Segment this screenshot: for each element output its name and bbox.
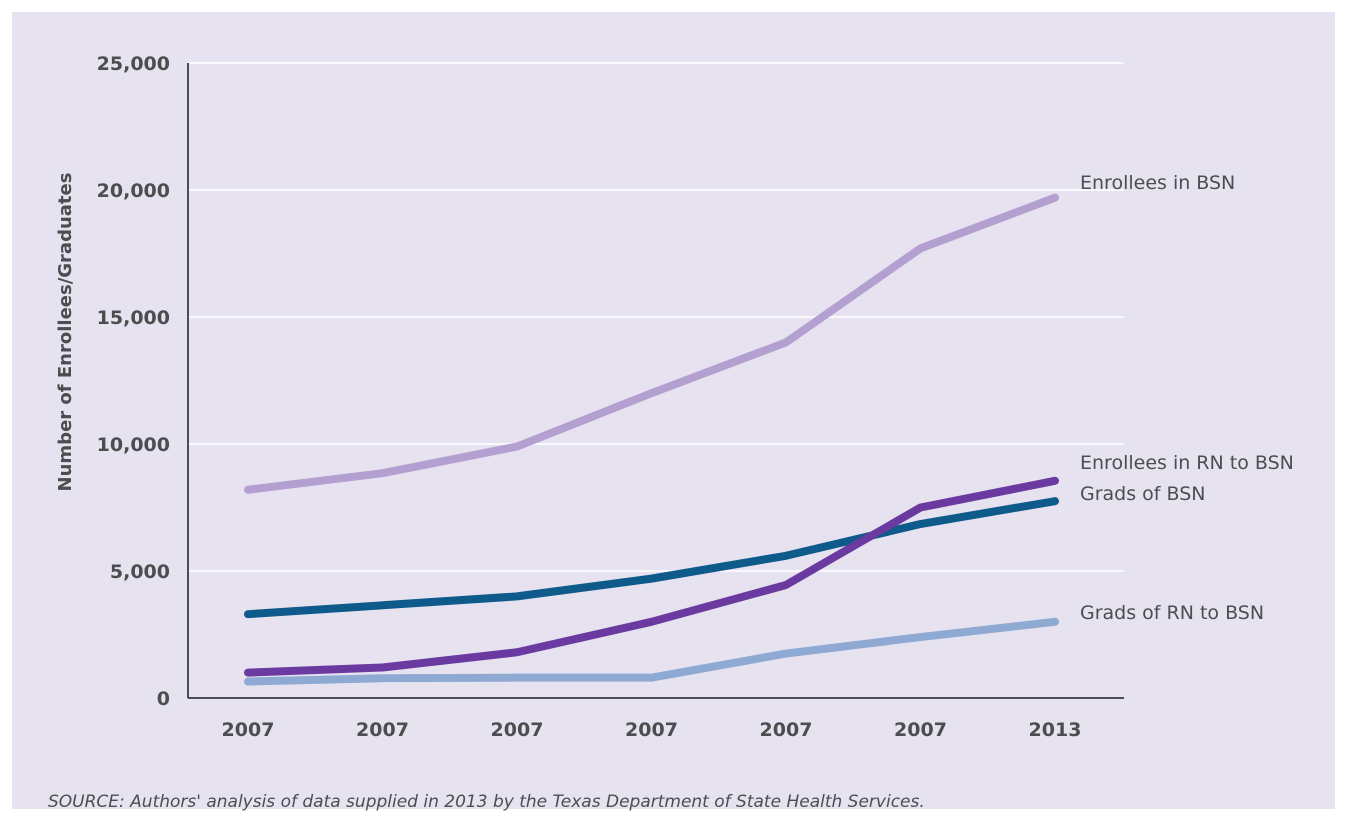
gridlines — [188, 62, 1124, 572]
x-tick-label-0: 2007 — [222, 719, 275, 741]
y-tick-label-2: 10,000 — [97, 434, 170, 456]
y-tick-label-5: 25,000 — [97, 53, 170, 75]
series-line-2 — [244, 497, 1059, 619]
chart-panel: 0 5,000 10,000 15,000 20,000 25,000 2007 2007 20… — [12, 12, 1335, 812]
x-tick-label-6: 2013 — [1029, 719, 1082, 741]
series-label-0: Enrollees in BSN — [1080, 172, 1235, 194]
series-line-3 — [244, 617, 1059, 686]
y-axis-title: Number of Enrollees/Graduates — [55, 173, 76, 492]
series-line-0 — [244, 193, 1059, 494]
tick-labels: 0 5,000 10,000 15,000 20,000 25,000 2007 2007 20… — [97, 53, 1294, 741]
line-chart: 0 5,000 10,000 15,000 20,000 25,000 2007 2007 20… — [55, 53, 1294, 741]
x-tick-label-5: 2007 — [894, 719, 947, 741]
source-note: SOURCE: Authors' analysis of data suppli… — [48, 792, 925, 812]
y-tick-label-0: 0 — [157, 688, 170, 710]
x-tick-label-2: 2007 — [491, 719, 544, 741]
series-lines — [244, 193, 1059, 686]
x-tick-label-4: 2007 — [760, 719, 813, 741]
y-tick-label-4: 20,000 — [97, 180, 170, 202]
series-label-1: Enrollees in RN to BSN — [1080, 452, 1294, 474]
y-tick-label-3: 15,000 — [97, 307, 170, 329]
axes — [187, 63, 1124, 699]
series-line-1 — [244, 476, 1059, 677]
x-tick-label-3: 2007 — [625, 719, 678, 741]
series-label-3: Grads of RN to BSN — [1080, 602, 1264, 624]
series-label-2: Grads of BSN — [1080, 483, 1206, 505]
x-tick-label-1: 2007 — [356, 719, 409, 741]
y-tick-label-1: 5,000 — [110, 561, 170, 583]
